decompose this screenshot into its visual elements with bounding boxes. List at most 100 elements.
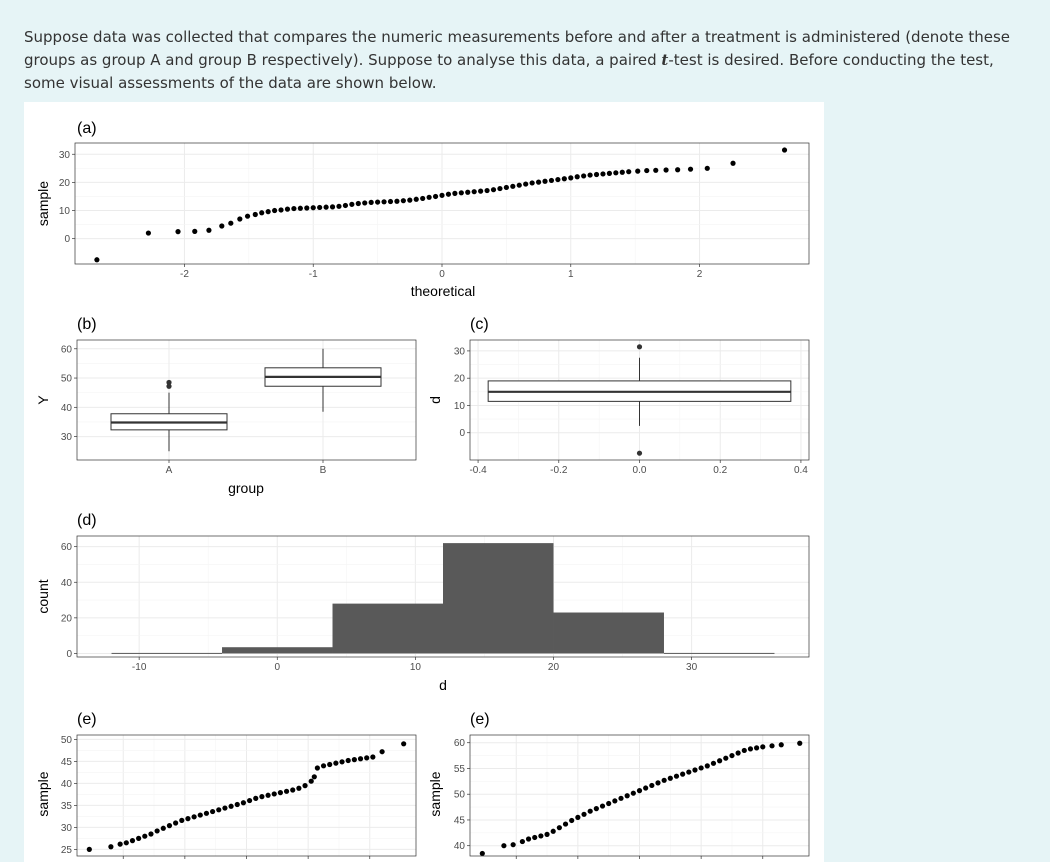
panel-e-right-point <box>667 775 673 781</box>
panel-e-right-point <box>692 767 698 773</box>
panel-a-point <box>458 190 464 196</box>
panel-e-left-point <box>290 787 296 793</box>
panel-c-outlier <box>636 344 643 350</box>
panel-e-left-ytick-label: 50 <box>61 735 73 746</box>
panel-a-point <box>600 171 606 177</box>
panel-e-right-point <box>680 771 686 777</box>
panel-e-left-point <box>117 841 123 847</box>
panel-e-left-point <box>173 820 179 826</box>
panel-a-ytick-label: 30 <box>59 150 71 161</box>
panel-e-right-point <box>686 769 692 775</box>
panel-a-point <box>252 211 258 218</box>
panel-e-left-point <box>283 788 290 794</box>
panel-e-left-point <box>123 840 129 846</box>
panel-a-point <box>497 185 503 192</box>
panel-d-tag: (d) <box>77 512 97 529</box>
panel-e-right-point <box>673 773 680 779</box>
panel-a-point <box>375 199 381 205</box>
panel-a-point <box>581 173 587 179</box>
panel-d-xtick-label: -10 <box>132 662 147 673</box>
question-text-part1: Suppose data was collected that compares… <box>24 28 1011 69</box>
panel-e-right-point <box>587 808 593 814</box>
panel-c-outlier <box>636 450 643 456</box>
panel-a-point <box>542 178 548 184</box>
panel-c-xtick-label: -0.4 <box>469 465 487 476</box>
panel-d-xtick-label: 10 <box>410 662 422 673</box>
panel-d-ytick-label: 60 <box>61 542 73 553</box>
panel-e-right-point <box>550 828 556 834</box>
panel-a-point <box>619 169 625 175</box>
panel-a-point <box>145 230 151 236</box>
panel-b-ylabel: Y <box>35 395 51 405</box>
panel-a-point <box>192 228 198 234</box>
panel-a-point <box>523 181 529 187</box>
panel-e-right-point <box>538 833 544 839</box>
panel-a-point <box>278 207 284 213</box>
panel-d-bar <box>443 543 554 654</box>
panel-a-point <box>400 198 406 204</box>
panel-e-right-point <box>769 743 775 749</box>
panel-a-point <box>484 187 490 194</box>
panel-e-right-ytick-label: 50 <box>454 790 466 801</box>
panel-e-right-ytick-label: 40 <box>454 841 466 852</box>
panel-e-left-point <box>308 778 314 784</box>
panel-e-right-ytick-label: 45 <box>454 815 466 826</box>
panel-e-right-point <box>754 745 760 751</box>
panel-e-right-point <box>661 777 667 783</box>
panel-a-point <box>329 204 336 210</box>
panel-a-point <box>265 209 271 215</box>
panel-a-point <box>304 205 310 211</box>
panel-a-ytick-label: 0 <box>64 234 70 245</box>
panel-e-left-ytick-label: 40 <box>61 779 73 790</box>
panel-d-xtick-label: 20 <box>548 662 560 673</box>
panel-a-point <box>349 201 355 207</box>
panel-a-point <box>675 167 681 173</box>
panel-c-ytick-label: 30 <box>454 346 466 357</box>
panel-a-point <box>704 165 710 171</box>
panel-d-frame <box>76 535 810 658</box>
panel-e-left-point <box>197 812 203 818</box>
panel-a-point <box>478 188 484 194</box>
panel-e-left-point <box>314 765 320 771</box>
panel-b-ytick-label: 40 <box>61 403 73 414</box>
panel-e-left-point <box>265 792 271 798</box>
panel-d-bar <box>553 612 664 654</box>
figure-panel: 0 10 20 30 -2 -1 0 1 2 theoretical sample (a) 30 40 50… <box>24 102 824 862</box>
panel-e-right-point <box>599 803 606 809</box>
panel-d-bar <box>332 603 443 654</box>
panel-e-right-point <box>729 752 735 759</box>
panel-a-point <box>730 160 736 166</box>
panel-e-left-point <box>246 797 253 804</box>
panel-e-right-point <box>525 836 532 842</box>
panel-b-ytick-label: 60 <box>61 344 73 355</box>
panel-d-bar <box>663 652 775 654</box>
panel-b-frame <box>76 339 417 461</box>
panel-e-left-point <box>203 810 210 816</box>
panel-a-point <box>445 191 452 197</box>
panel-c-xtick-label: 0.2 <box>713 465 727 476</box>
panel-c-tag: (c) <box>470 316 489 333</box>
panel-e-left-point <box>191 814 197 820</box>
panel-e-left-point <box>345 757 351 764</box>
panel-e-left-point <box>271 791 277 797</box>
panel-e-left-point <box>142 833 148 839</box>
panel-e-right-ylabel: sample <box>427 771 443 816</box>
panel-e-right-point <box>723 755 729 761</box>
panel-c-xtick-label: -0.2 <box>550 465 568 476</box>
t-symbol: t <box>661 51 669 69</box>
panel-e-right-point <box>655 780 661 786</box>
panel-e-left-point <box>129 838 136 844</box>
panel-e-right-point <box>630 790 636 796</box>
panel-e-left-point <box>259 794 265 800</box>
panel-a-xtick-label: -2 <box>180 269 189 280</box>
panel-a-point <box>516 182 522 188</box>
panel-e-right-point <box>519 838 525 845</box>
panel-c-xtick-label: 0.0 <box>633 465 647 476</box>
panel-a-point <box>606 170 613 176</box>
panel-e-right-point <box>593 806 599 812</box>
panel-e-right-point <box>741 747 747 754</box>
panel-d-ytick-label: 40 <box>61 578 73 589</box>
panel-e-right-point <box>501 843 507 849</box>
panel-e-left-point <box>327 761 333 768</box>
